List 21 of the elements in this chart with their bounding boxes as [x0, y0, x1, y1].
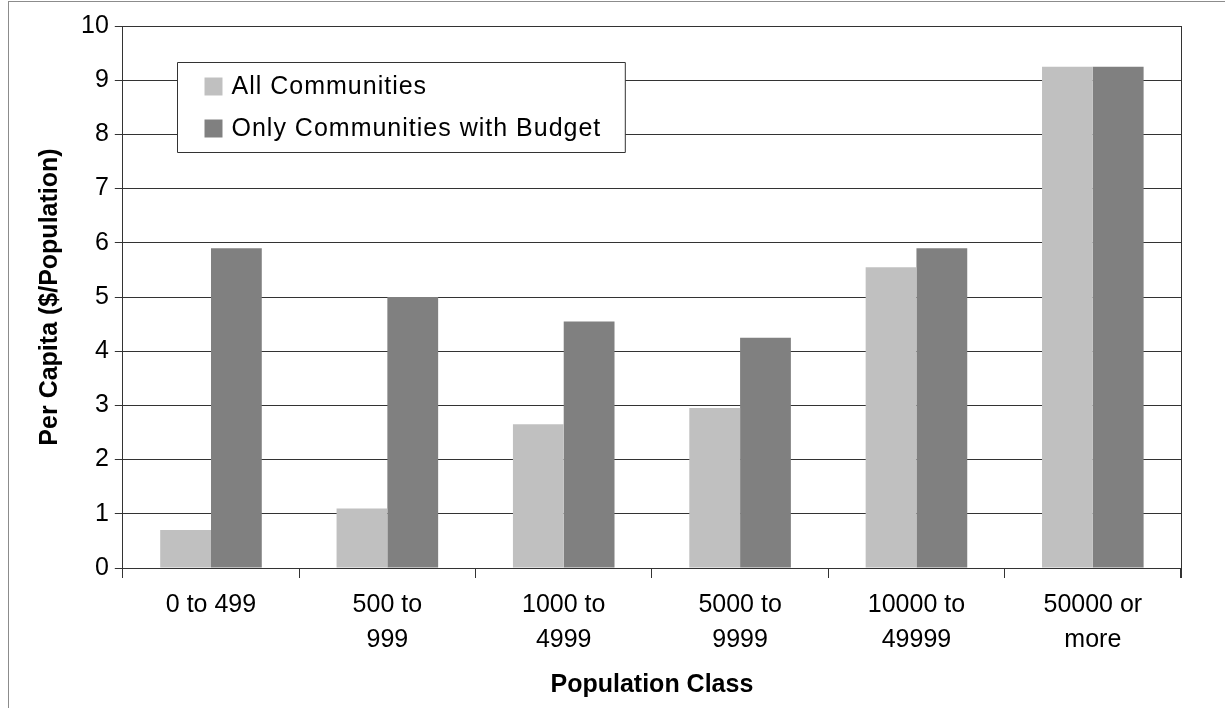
- x-tick-label: 5000 to 9999: [698, 589, 782, 653]
- legend-label: All Communities: [231, 71, 428, 100]
- y-tick-label: 7: [94, 172, 109, 201]
- x-tick-label: 1000 to 4999: [522, 589, 606, 653]
- x-tick-label: 500 to 999: [352, 589, 423, 653]
- y-tick-label: 10: [81, 9, 109, 38]
- y-tick-label: 3: [94, 389, 109, 418]
- y-tick-label: 8: [94, 118, 109, 147]
- y-tick-label: 0: [94, 551, 109, 580]
- y-tick-label: 1: [94, 497, 109, 526]
- legend-label: Only Communities with Budget: [231, 113, 602, 142]
- x-tick-label: 10000 to 49999: [867, 589, 966, 653]
- y-tick-label: 5: [94, 280, 109, 309]
- x-tick-label: 50000 or more: [1043, 589, 1143, 653]
- y-axis-title: Per Capita ($/Population): [33, 148, 62, 446]
- y-tick-label: 4: [94, 335, 109, 364]
- x-axis-title: Population Class: [550, 668, 754, 697]
- y-tick-label: 9: [94, 64, 109, 93]
- y-tick-label: 6: [94, 226, 109, 255]
- x-tick-label: 0 to 499: [165, 589, 257, 618]
- y-tick-label: 2: [94, 443, 109, 472]
